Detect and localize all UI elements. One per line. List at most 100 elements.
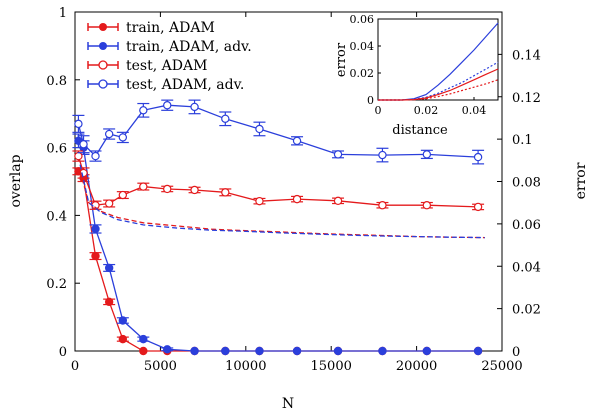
inset-x-tick-label: 0 [375, 104, 382, 117]
y-tick-label: 1 [59, 6, 67, 21]
data-point [292, 346, 302, 356]
legend-label: test, ADAM [126, 58, 207, 74]
data-point [118, 190, 128, 200]
data-point [221, 188, 230, 197]
data-point [118, 334, 128, 344]
data-point [473, 346, 483, 356]
data-point [333, 346, 343, 356]
data-point [422, 201, 432, 210]
series-5 [79, 164, 485, 239]
x-axis: 0 5000 10000 15000 20000 25000 [71, 12, 523, 374]
inset-series-line [378, 68, 499, 101]
data-point [378, 150, 387, 160]
x-tick-label: 15000 [311, 359, 352, 374]
y-axis-label-right: error [573, 162, 589, 199]
data-point [118, 133, 128, 142]
y2-tick-label: 0.14 [512, 48, 541, 63]
series-1 [72, 133, 483, 356]
data-point [292, 194, 302, 204]
legend-label: train, ADAM, adv. [126, 39, 252, 55]
data-point [91, 251, 100, 261]
series-layer [72, 99, 485, 356]
data-point [255, 124, 264, 134]
legend-entry: train, ADAM [87, 20, 215, 36]
data-point [139, 106, 148, 115]
legend-marker [99, 23, 107, 31]
y2-tick-label: 0.12 [512, 91, 541, 106]
series-2 [72, 150, 485, 212]
y-tick-label: 0.2 [46, 277, 67, 292]
inset-y-tick-label: 0.02 [350, 67, 375, 80]
series-line [77, 155, 479, 208]
series-line [77, 170, 479, 352]
y2-tick-label: 0 [512, 345, 520, 360]
data-point [190, 102, 199, 112]
inset-y-tick-label: 0.04 [350, 40, 375, 53]
data-point [190, 346, 199, 356]
series-line [79, 164, 485, 239]
data-point [79, 140, 88, 149]
data-point [163, 101, 172, 110]
data-point [91, 224, 100, 234]
legend-marker [98, 79, 108, 89]
legend: train, ADAM train, ADAM, adv. test, ADAM… [87, 20, 252, 93]
inset-x-label: distance [392, 123, 448, 138]
legend-entry: test, ADAM [87, 58, 207, 74]
legend-label: train, ADAM [126, 20, 215, 36]
inset-y-label: error [334, 42, 349, 77]
x-tick-label: 20000 [396, 359, 437, 374]
data-point [104, 199, 114, 208]
data-point [422, 150, 432, 159]
data-point [378, 346, 387, 356]
x-tick-label: 10000 [225, 359, 266, 374]
data-point [473, 202, 483, 212]
x-axis-label: N [282, 396, 294, 412]
inset-y-tick-label: 0 [367, 94, 374, 107]
y2-tick-label: 0.06 [512, 218, 541, 233]
inset-y-tick-label: 0.06 [350, 13, 375, 26]
legend-entry: train, ADAM, adv. [87, 39, 252, 55]
data-point [422, 346, 432, 356]
data-point [255, 346, 264, 356]
y2-tick-label: 0.04 [512, 260, 541, 275]
data-point [292, 136, 302, 146]
series-line [77, 140, 479, 352]
data-point [255, 196, 264, 206]
data-point [104, 297, 114, 307]
data-point [333, 196, 343, 206]
x-tick-label: 0 [71, 359, 79, 374]
y-axis-left: 0 0.2 0.4 0.6 0.8 1 [46, 6, 80, 360]
data-point [333, 150, 343, 159]
data-point [221, 114, 230, 123]
data-point [190, 185, 199, 195]
y2-tick-label: 0.1 [512, 133, 533, 148]
data-point [473, 152, 483, 162]
y-tick-label: 0.4 [46, 209, 67, 224]
legend-entry: test, ADAM, adv. [87, 77, 244, 93]
y-tick-label: 0.6 [46, 142, 67, 157]
legend-marker [99, 42, 107, 50]
x-tick-label: 25000 [481, 359, 522, 374]
y-axis-label-left: overlap [8, 154, 24, 207]
legend-label: test, ADAM, adv. [126, 77, 244, 93]
data-point [139, 334, 148, 344]
y2-tick-label: 0.02 [512, 303, 541, 318]
legend-marker [98, 60, 108, 70]
inset-x-tick-label: 0.02 [414, 104, 439, 117]
inset-plot: 0 0.02 0.04 0 0.02 0.04 0.06 distance error [334, 13, 499, 138]
data-point [163, 345, 172, 354]
y2-tick-label: 0.08 [512, 176, 541, 191]
data-point [163, 184, 172, 194]
data-point [139, 182, 148, 191]
data-point [104, 129, 114, 139]
y-axis-right: 0 0.02 0.04 0.06 0.08 0.1 0.12 0.14 [497, 48, 541, 360]
series-0 [72, 167, 483, 356]
data-point [74, 119, 83, 129]
data-point [91, 151, 100, 161]
inset-x-tick-label: 0.04 [462, 104, 487, 117]
data-point [104, 263, 114, 273]
data-point [139, 346, 148, 356]
data-point [378, 201, 387, 210]
y-tick-label: 0.8 [46, 74, 67, 89]
